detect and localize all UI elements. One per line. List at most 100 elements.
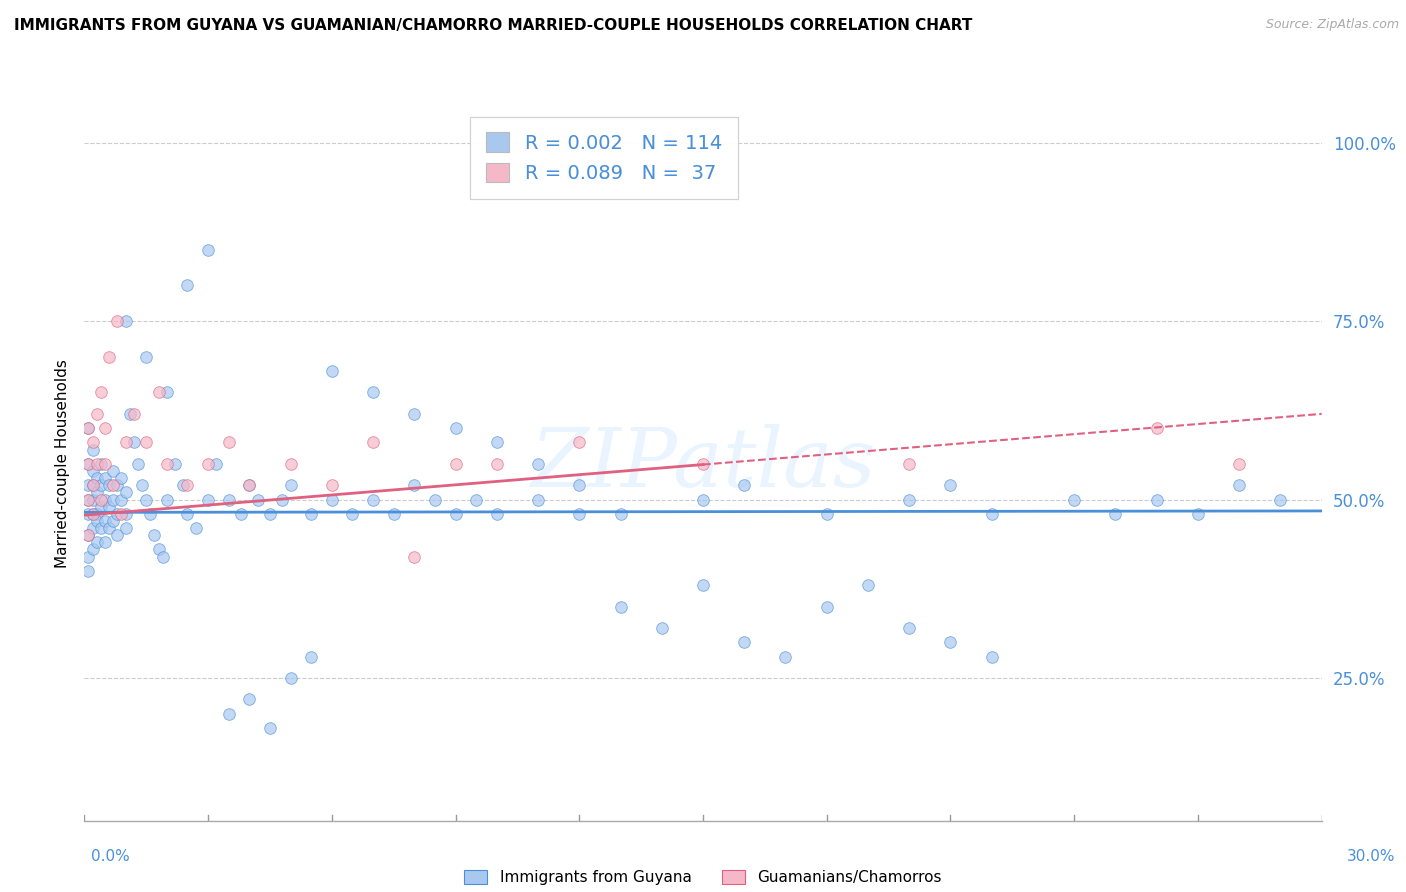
Point xyxy=(98,500,121,514)
Point xyxy=(90,500,112,514)
Point xyxy=(205,457,228,471)
Point xyxy=(280,671,302,685)
Point xyxy=(485,457,508,471)
Point xyxy=(980,649,1002,664)
Point xyxy=(86,507,108,521)
Point xyxy=(939,635,962,649)
Point xyxy=(299,649,322,664)
Point xyxy=(105,314,128,328)
Point xyxy=(692,492,714,507)
Point xyxy=(321,478,343,492)
Y-axis label: Married-couple Households: Married-couple Households xyxy=(55,359,70,568)
Point xyxy=(94,514,117,528)
Point xyxy=(176,478,198,492)
Point xyxy=(361,385,384,400)
Point xyxy=(1063,492,1085,507)
Point xyxy=(98,350,121,364)
Point xyxy=(77,421,100,435)
Point xyxy=(82,492,104,507)
Point xyxy=(77,528,100,542)
Point xyxy=(898,621,921,635)
Point xyxy=(568,478,591,492)
Point xyxy=(118,407,141,421)
Point xyxy=(103,464,125,478)
Point xyxy=(259,721,281,735)
Point xyxy=(898,492,921,507)
Point xyxy=(110,507,132,521)
Point xyxy=(184,521,207,535)
Point xyxy=(90,492,112,507)
Point xyxy=(110,471,132,485)
Point xyxy=(246,492,269,507)
Point xyxy=(733,635,755,649)
Point xyxy=(86,535,108,549)
Point xyxy=(651,621,673,635)
Point xyxy=(86,457,108,471)
Point xyxy=(898,457,921,471)
Point xyxy=(94,471,117,485)
Text: 30.0%: 30.0% xyxy=(1347,849,1395,863)
Text: ZIPatlas: ZIPatlas xyxy=(530,424,876,504)
Point xyxy=(77,564,100,578)
Point xyxy=(114,485,136,500)
Point xyxy=(176,278,198,293)
Text: IMMIGRANTS FROM GUYANA VS GUAMANIAN/CHAMORRO MARRIED-COUPLE HOUSEHOLDS CORRELATI: IMMIGRANTS FROM GUYANA VS GUAMANIAN/CHAM… xyxy=(14,18,973,33)
Point xyxy=(238,478,260,492)
Point xyxy=(82,435,104,450)
Point xyxy=(692,578,714,592)
Point xyxy=(82,507,104,521)
Point xyxy=(1227,478,1250,492)
Point xyxy=(122,407,145,421)
Point xyxy=(404,478,426,492)
Point xyxy=(238,478,260,492)
Point xyxy=(86,471,108,485)
Point xyxy=(86,407,108,421)
Point xyxy=(404,407,426,421)
Point xyxy=(1187,507,1209,521)
Point xyxy=(1104,507,1126,521)
Point xyxy=(82,478,104,492)
Point xyxy=(299,507,322,521)
Point xyxy=(77,457,100,471)
Point xyxy=(90,385,112,400)
Point xyxy=(114,521,136,535)
Point xyxy=(423,492,446,507)
Point xyxy=(856,578,879,592)
Point xyxy=(165,457,187,471)
Point xyxy=(229,507,252,521)
Point xyxy=(382,507,405,521)
Point xyxy=(444,421,467,435)
Point xyxy=(77,507,100,521)
Point xyxy=(172,478,194,492)
Point xyxy=(77,549,100,564)
Point xyxy=(444,457,467,471)
Point xyxy=(527,457,550,471)
Point xyxy=(197,243,219,257)
Point xyxy=(139,507,162,521)
Point xyxy=(1146,492,1168,507)
Point xyxy=(485,507,508,521)
Point xyxy=(939,478,962,492)
Point xyxy=(775,649,797,664)
Point xyxy=(1146,421,1168,435)
Point xyxy=(94,421,117,435)
Point xyxy=(733,478,755,492)
Point xyxy=(815,507,838,521)
Point xyxy=(218,435,240,450)
Point xyxy=(90,478,112,492)
Point xyxy=(280,457,302,471)
Point xyxy=(135,350,157,364)
Point xyxy=(609,507,631,521)
Point xyxy=(259,507,281,521)
Point xyxy=(77,478,100,492)
Point xyxy=(98,521,121,535)
Point xyxy=(609,599,631,614)
Point xyxy=(218,492,240,507)
Point xyxy=(114,507,136,521)
Point xyxy=(1227,457,1250,471)
Point xyxy=(568,507,591,521)
Point xyxy=(176,507,198,521)
Point xyxy=(148,542,170,557)
Legend: R = 0.002   N = 114, R = 0.089   N =  37: R = 0.002 N = 114, R = 0.089 N = 37 xyxy=(471,117,738,199)
Point xyxy=(156,385,179,400)
